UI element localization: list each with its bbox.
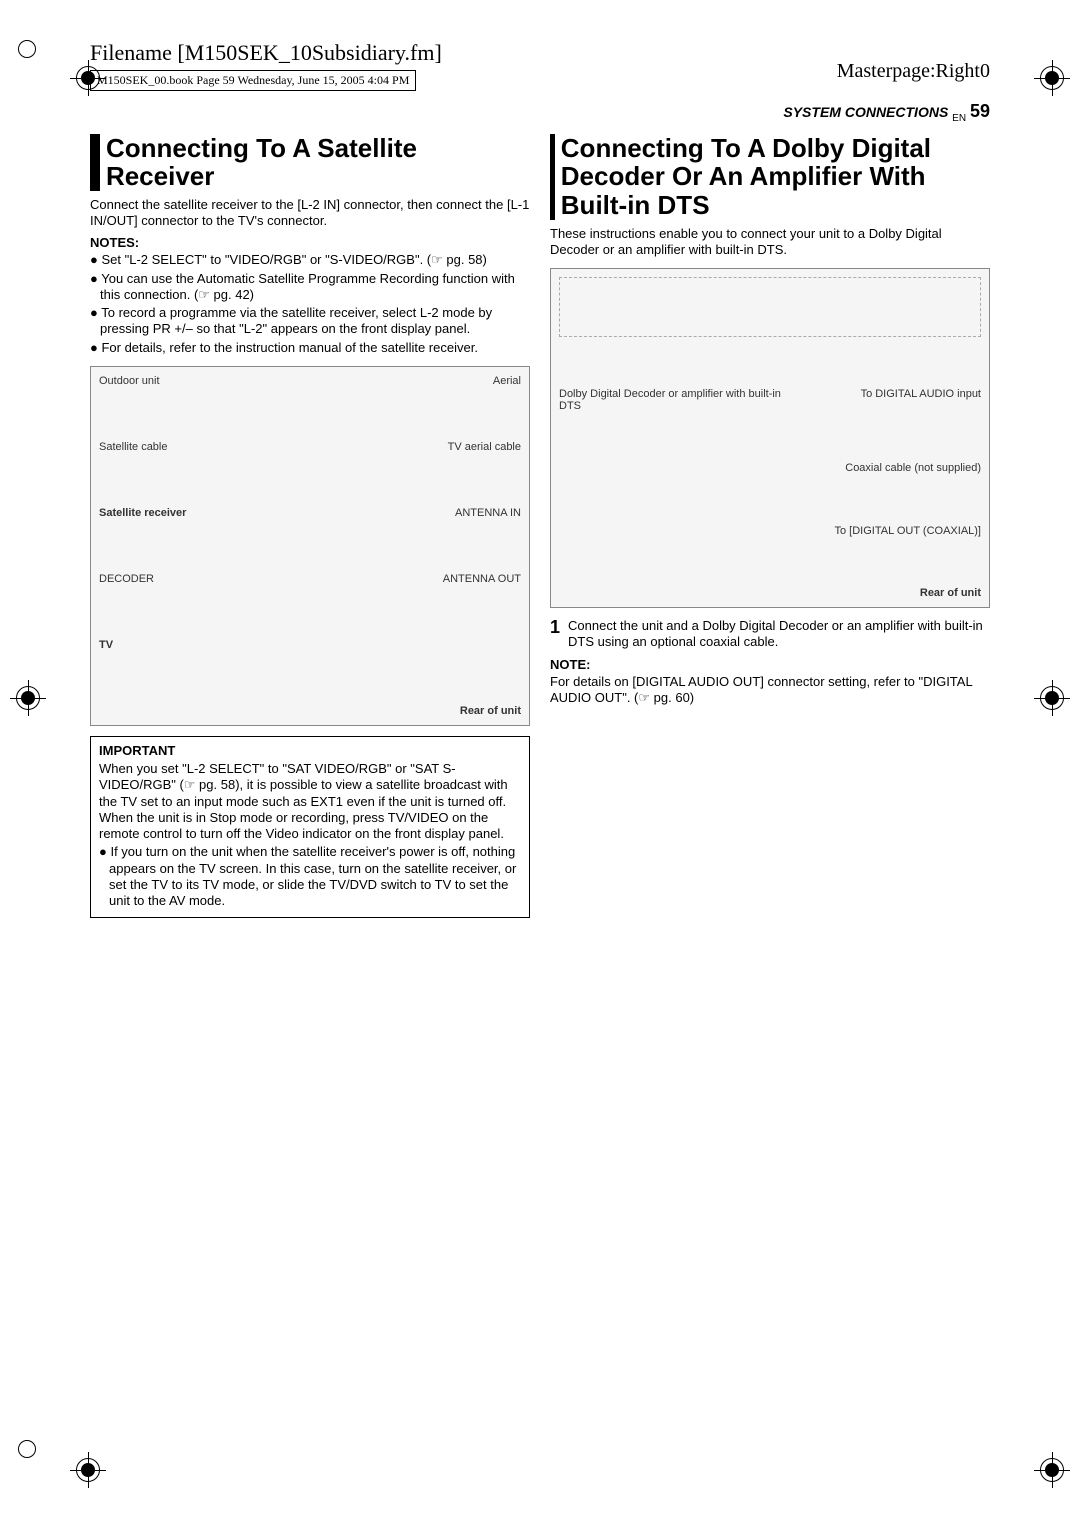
step-1-num: 1 xyxy=(550,618,560,651)
diagram-label-aerial: Aerial xyxy=(493,375,521,387)
left-notes-list: Set "L-2 SELECT" to "VIDEO/RGB" or "S-VI… xyxy=(90,252,530,356)
diagram-label-tv: TV xyxy=(99,639,113,651)
left-title: Connecting To A Satellite Receiver xyxy=(106,134,530,191)
left-note-item: To record a programme via the satellite … xyxy=(90,305,530,338)
left-note-item: Set "L-2 SELECT" to "VIDEO/RGB" or "S-VI… xyxy=(90,252,530,268)
diagram-label-antout: ANTENNA OUT xyxy=(443,573,521,585)
crop-circle-tl xyxy=(18,40,46,68)
left-title-bar: Connecting To A Satellite Receiver xyxy=(90,134,530,191)
left-column: Connecting To A Satellite Receiver Conne… xyxy=(90,134,530,919)
section-header: SYSTEM CONNECTIONS EN 59 xyxy=(90,101,990,124)
right-title: Connecting To A Dolby Digital Decoder Or… xyxy=(561,134,990,220)
bookline-box: M150SEK_00.book Page 59 Wednesday, June … xyxy=(90,70,416,91)
left-intro: Connect the satellite receiver to the [L… xyxy=(90,197,530,230)
page-content: Filename [M150SEK_10Subsidiary.fm] M150S… xyxy=(0,0,1080,958)
crop-mark-ml xyxy=(10,680,46,716)
diagram-label-rear: Rear of unit xyxy=(920,587,981,599)
right-title-bar: Connecting To A Dolby Digital Decoder Or… xyxy=(550,134,990,220)
diagram-label-rear: Rear of unit xyxy=(460,705,521,717)
diagram-label-satcable: Satellite cable xyxy=(99,441,168,453)
diagram-label-decoder: Dolby Digital Decoder or amplifier with … xyxy=(559,388,791,412)
crop-circle-bl xyxy=(18,1440,46,1468)
filename-text: Filename [M150SEK_10Subsidiary.fm] xyxy=(90,40,442,66)
left-notes-hdr: NOTES: xyxy=(90,235,530,250)
crop-mark-bl xyxy=(70,1452,106,1488)
right-note-hdr: NOTE: xyxy=(550,657,990,672)
diagram-label-coax: Coaxial cable (not supplied) xyxy=(845,462,981,474)
important-box: IMPORTANT When you set "L-2 SELECT" to "… xyxy=(90,736,530,919)
right-intro: These instructions enable you to connect… xyxy=(550,226,990,259)
section-label: SYSTEM CONNECTIONS xyxy=(783,104,948,120)
diagram-label-digaudio: To DIGITAL AUDIO input xyxy=(861,388,981,412)
right-note-body: For details on [DIGITAL AUDIO OUT] conne… xyxy=(550,674,990,707)
crop-mark-br xyxy=(1034,1452,1070,1488)
left-note-item: You can use the Automatic Satellite Prog… xyxy=(90,271,530,304)
important-bullet: If you turn on the unit when the satelli… xyxy=(99,844,521,909)
diagram-label-antin: ANTENNA IN xyxy=(455,507,521,519)
right-diagram: Dolby Digital Decoder or amplifier with … xyxy=(550,268,990,608)
columns: Connecting To A Satellite Receiver Conne… xyxy=(90,134,990,919)
diagram-label-tvaerialcable: TV aerial cable xyxy=(448,441,521,453)
important-hdr: IMPORTANT xyxy=(99,743,521,759)
crop-mark-tl xyxy=(70,60,106,96)
crop-mark-mr xyxy=(1034,680,1070,716)
section-page: 59 xyxy=(970,101,990,121)
left-diagram: Outdoor unit Aerial Satellite cable TV a… xyxy=(90,366,530,726)
title-bar-accent xyxy=(550,134,555,220)
diagram-label-digout: To [DIGITAL OUT (COAXIAL)] xyxy=(835,525,982,537)
important-body: When you set "L-2 SELECT" to "SAT VIDEO/… xyxy=(99,761,521,842)
title-bar-accent xyxy=(90,134,100,191)
step-1-text: Connect the unit and a Dolby Digital Dec… xyxy=(568,618,990,651)
diagram-label-outdoor: Outdoor unit xyxy=(99,375,160,387)
diagram-tv-icon xyxy=(559,277,981,337)
section-en: EN xyxy=(952,113,966,124)
left-note-item: For details, refer to the instruction ma… xyxy=(90,340,530,356)
header-row: Filename [M150SEK_10Subsidiary.fm] M150S… xyxy=(90,40,990,91)
right-column: Connecting To A Dolby Digital Decoder Or… xyxy=(550,134,990,919)
step-1: 1 Connect the unit and a Dolby Digital D… xyxy=(550,618,990,651)
diagram-label-satreceiver: Satellite receiver xyxy=(99,507,186,519)
header-left: Filename [M150SEK_10Subsidiary.fm] M150S… xyxy=(90,40,442,91)
masterpage-text: Masterpage:Right0 xyxy=(837,60,990,83)
diagram-label-decoder: DECODER xyxy=(99,573,154,585)
crop-mark-tr xyxy=(1034,60,1070,96)
